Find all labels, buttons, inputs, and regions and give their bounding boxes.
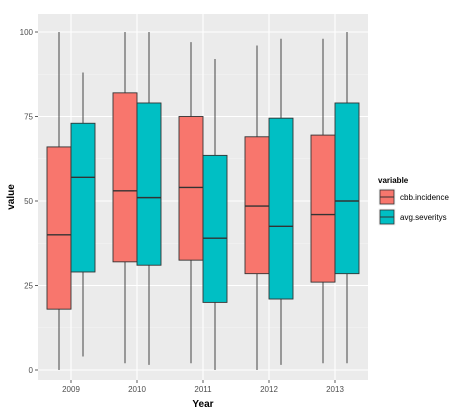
box-body — [268, 117, 294, 300]
box-body — [178, 116, 204, 261]
y-tick-label: 75 — [24, 113, 33, 122]
legend-item: cbb.incidence — [377, 187, 449, 207]
y-tick-label: 100 — [20, 28, 34, 37]
legend-title: variable — [378, 176, 409, 185]
box-body — [136, 102, 162, 266]
box-avg.severitys-2009 — [70, 72, 96, 357]
y-tick-label: 0 — [29, 366, 34, 375]
box-body — [70, 122, 96, 273]
legend-item: avg.severitys — [377, 207, 447, 227]
x-axis-title: Year — [192, 399, 213, 410]
box-cbb.incidence-2010 — [112, 32, 138, 364]
x-tick-label: 2009 — [62, 385, 80, 394]
box-series — [46, 32, 360, 370]
box-avg.severitys-2011 — [202, 59, 228, 370]
box-avg.severitys-2010 — [136, 32, 162, 365]
box-body — [112, 92, 138, 263]
y-axis-title: value — [6, 184, 17, 210]
x-axis: 2009 2010 2011 2012 2013 — [62, 380, 344, 394]
box-body — [46, 146, 72, 310]
x-tick-label: 2012 — [260, 385, 278, 394]
x-tick-label: 2013 — [326, 385, 344, 394]
legend: variable cbb.incidence avg.severitys — [377, 176, 449, 227]
x-tick-label: 2010 — [128, 385, 146, 394]
box-cbb.incidence-2009 — [46, 32, 72, 370]
box-body — [202, 154, 228, 303]
box-avg.severitys-2013 — [334, 32, 360, 364]
y-tick-label: 25 — [24, 282, 33, 291]
box-body — [244, 136, 270, 275]
box-cbb.incidence-2012 — [244, 45, 270, 370]
box-body — [334, 102, 360, 275]
x-tick-label: 2011 — [194, 385, 212, 394]
box-cbb.incidence-2013 — [310, 38, 336, 364]
box-avg.severitys-2012 — [268, 38, 294, 365]
y-tick-label: 50 — [24, 197, 33, 206]
legend-label: avg.severitys — [400, 213, 447, 222]
box-body — [310, 134, 336, 283]
legend-label: cbb.incidence — [400, 193, 449, 202]
box-cbb.incidence-2011 — [178, 42, 204, 364]
y-axis: 0 25 50 75 100 — [20, 28, 38, 375]
